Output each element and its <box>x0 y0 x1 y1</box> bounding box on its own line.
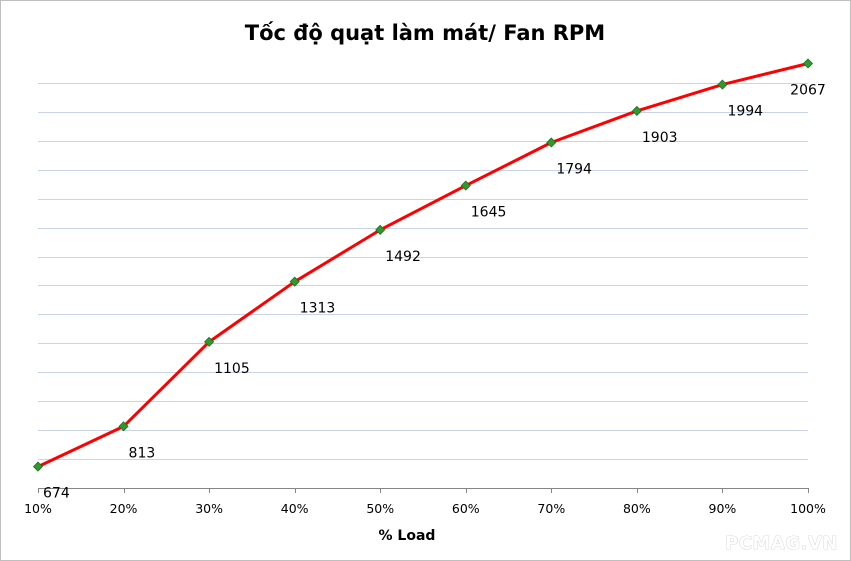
x-tick-label: 60% <box>452 501 480 516</box>
chart-title: Tốc độ quạt làm mát/ Fan RPM <box>245 21 605 45</box>
x-tick-label: 50% <box>366 501 394 516</box>
data-point-marker <box>32 461 44 472</box>
series-fan-rpm <box>32 58 814 472</box>
data-label: 2067 <box>790 82 826 98</box>
series-line-fan-rpm <box>37 62 809 468</box>
x-tick-label: 40% <box>281 501 309 516</box>
data-label: 1994 <box>727 104 763 120</box>
data-point-marker <box>717 79 728 90</box>
data-labels: 674 813 1105 1313 1492 1645 1794 1903 1994 2067 <box>43 82 826 501</box>
x-tick-label: 80% <box>623 501 651 516</box>
data-point-marker <box>631 105 642 117</box>
x-axis: 10% 20% 30% 40% 50% 60% 70% 80% 90% 100% <box>24 488 826 516</box>
data-label: 1105 <box>214 361 250 377</box>
data-point-marker <box>204 336 215 347</box>
x-tick-label: 30% <box>195 501 223 516</box>
data-point-marker <box>375 224 386 235</box>
data-label: 1794 <box>556 161 592 177</box>
data-point-marker <box>460 180 471 191</box>
x-axis-title: % Load <box>379 528 436 544</box>
data-label: 1492 <box>385 249 421 265</box>
gridlines <box>38 83 808 460</box>
data-point-marker <box>802 58 814 69</box>
data-label: 813 <box>129 445 156 461</box>
data-label: 1313 <box>300 301 336 317</box>
data-label: 1903 <box>642 130 678 146</box>
x-tick-label: 100% <box>790 501 826 516</box>
data-label: 1645 <box>471 205 507 221</box>
data-point-marker <box>546 137 557 148</box>
data-point-marker <box>289 276 300 287</box>
x-tick-label: 10% <box>24 501 52 516</box>
x-tick-label: 90% <box>709 501 737 516</box>
x-tick-label: 20% <box>110 501 138 516</box>
watermark-pcmag: PCMAG.VN <box>725 533 838 554</box>
data-point-marker <box>118 421 129 432</box>
data-label: 674 <box>43 486 70 502</box>
x-tick-label: 70% <box>537 501 565 516</box>
